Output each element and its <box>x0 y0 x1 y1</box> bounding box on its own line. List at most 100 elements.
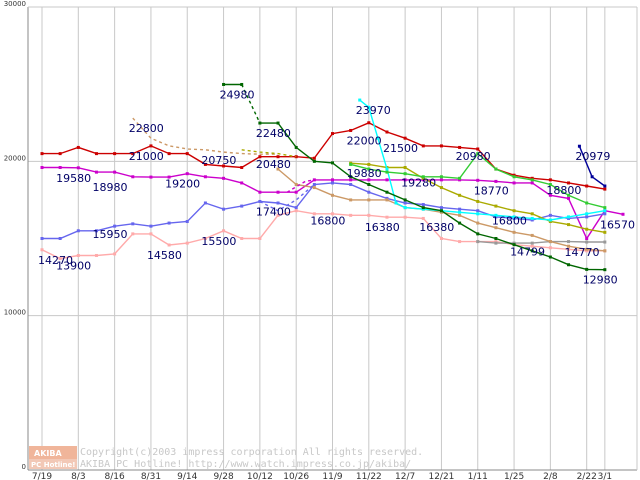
series-point <box>494 215 498 219</box>
series-point <box>76 229 80 233</box>
series-point <box>331 161 334 165</box>
series-point <box>512 216 516 220</box>
series-point <box>349 162 353 166</box>
series-point <box>548 246 552 250</box>
series-point <box>603 249 607 253</box>
data-label: 18980 <box>92 181 127 194</box>
series-point <box>585 212 589 216</box>
data-label: 15500 <box>201 235 236 248</box>
series-2 <box>40 181 607 240</box>
series-point <box>585 227 589 231</box>
series-point <box>294 206 298 210</box>
series-point <box>458 207 462 211</box>
data-label: 21500 <box>383 142 418 155</box>
copyright-line-2: AKIBA PC Hotline! http://www.watch.impre… <box>80 459 411 470</box>
series-point <box>439 175 443 179</box>
data-label: 22000 <box>347 134 382 147</box>
series-point <box>439 144 443 148</box>
series-point <box>530 241 534 245</box>
series-point <box>58 166 62 170</box>
series-line <box>42 122 605 190</box>
series-point <box>167 152 171 156</box>
series-point <box>548 240 552 244</box>
series-point <box>403 198 407 202</box>
series-15 <box>286 179 315 193</box>
series-point <box>585 237 589 240</box>
data-label: 14580 <box>147 249 182 262</box>
series-point <box>548 193 552 197</box>
data-label: 14270 <box>38 254 73 267</box>
series-point <box>530 216 534 220</box>
series-point <box>131 222 135 226</box>
series-point <box>567 263 571 267</box>
series-point <box>603 209 607 213</box>
y-tick-label: 20000 <box>4 154 26 162</box>
data-label: 19200 <box>165 178 200 191</box>
series-point <box>458 145 462 149</box>
series-point <box>258 199 262 203</box>
x-tick-label: 9/28 <box>213 472 233 480</box>
data-label: 14799 <box>510 246 545 259</box>
series-point <box>421 206 425 210</box>
series-point <box>131 152 135 156</box>
series-point <box>94 170 98 174</box>
series-point <box>185 220 189 224</box>
series-point <box>403 178 407 182</box>
series-point <box>367 190 371 194</box>
series-point <box>439 206 443 210</box>
series-point <box>585 247 589 251</box>
series-point <box>367 121 371 125</box>
series-point <box>94 253 98 257</box>
series-point <box>367 105 371 109</box>
series-point <box>476 209 480 213</box>
series-point <box>421 178 425 182</box>
series-point <box>40 166 44 170</box>
series-line <box>259 122 605 271</box>
series-point <box>367 198 371 202</box>
series-point <box>40 248 44 252</box>
series-point <box>276 190 280 194</box>
series-point <box>548 182 552 186</box>
x-tick-label: 8/31 <box>141 472 161 480</box>
x-tick-label: 1/11 <box>468 472 488 480</box>
series-point <box>113 224 117 228</box>
series-point <box>530 233 534 237</box>
series-point <box>530 212 534 216</box>
x-tick-label: 3/1 <box>598 472 612 480</box>
series-point <box>240 204 244 208</box>
series-point <box>385 190 389 194</box>
series-point <box>590 175 594 179</box>
series-point <box>276 167 280 171</box>
data-label: 12980 <box>583 274 618 287</box>
data-label: 14770 <box>565 246 600 259</box>
data-label: 22800 <box>129 122 164 135</box>
x-tick-label: 2/8 <box>543 472 558 480</box>
series-point <box>476 199 480 203</box>
series-point <box>331 181 334 185</box>
y-tick-label: 10000 <box>4 309 26 317</box>
series-point <box>385 196 389 200</box>
series-point <box>603 240 607 244</box>
series-point <box>512 175 516 179</box>
y-tick-label: 0 <box>22 463 26 471</box>
series-point <box>203 237 207 240</box>
series-point <box>240 237 244 240</box>
series-point <box>439 209 443 213</box>
series-line <box>286 179 315 193</box>
series-line <box>259 183 315 212</box>
data-label: 17400 <box>256 205 291 218</box>
series-point <box>312 159 316 163</box>
x-tick-label: 7/19 <box>32 472 52 480</box>
series-point <box>367 182 371 186</box>
data-label: 21000 <box>129 150 164 163</box>
series-point <box>603 206 607 210</box>
series-point <box>603 268 607 272</box>
data-label: 20480 <box>256 158 291 171</box>
series-point <box>494 241 498 245</box>
series-point <box>385 178 389 182</box>
series-point <box>567 240 571 244</box>
series-point <box>185 241 189 245</box>
series-point <box>494 237 498 240</box>
